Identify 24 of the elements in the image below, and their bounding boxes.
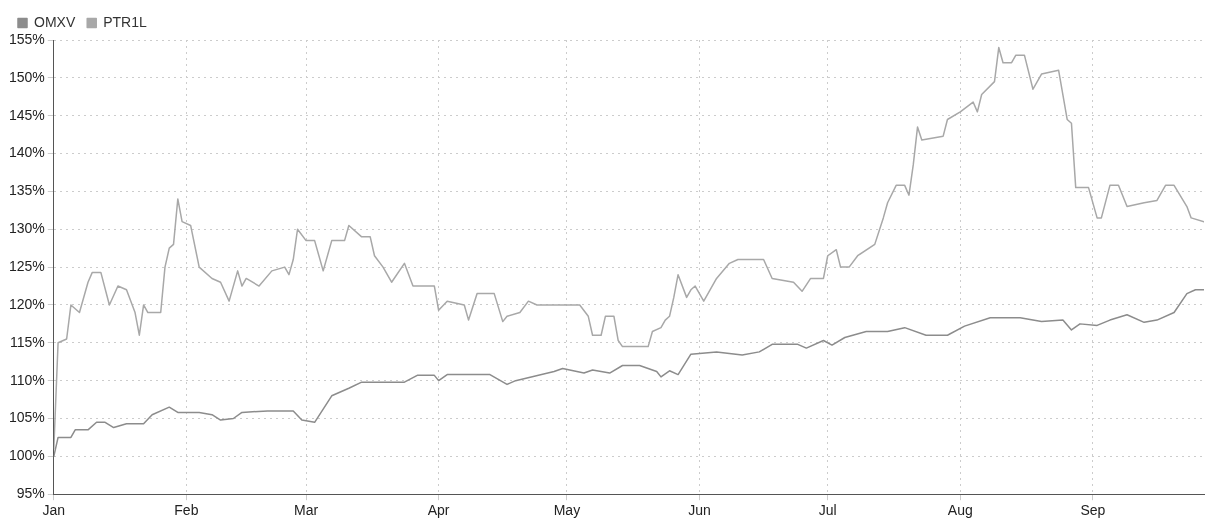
- x-tick-label: Jan: [42, 502, 66, 519]
- y-tick-label: 150%: [8, 68, 45, 85]
- x-tick-label: Feb: [174, 502, 199, 519]
- x-tick-label: Sep: [1080, 502, 1106, 519]
- x-tick-label: Jun: [688, 502, 711, 519]
- y-tick-label: 155%: [8, 30, 45, 47]
- y-tick-label: 135%: [8, 182, 45, 199]
- legend-label: OMXV: [34, 13, 76, 30]
- y-tick-label: 145%: [8, 106, 45, 123]
- y-tick-label: 100%: [8, 447, 45, 464]
- y-tick-label: 110%: [10, 371, 45, 388]
- y-tick-label: 105%: [8, 409, 45, 426]
- x-tick-label: Jul: [818, 502, 837, 519]
- legend-label: PTR1L: [103, 13, 148, 30]
- x-tick-label: May: [553, 502, 581, 519]
- y-tick-label: 95%: [16, 485, 45, 502]
- y-tick-label: 130%: [8, 220, 45, 237]
- x-tick-label: Apr: [427, 502, 450, 519]
- y-tick-label: 115%: [10, 333, 45, 350]
- x-tick-label: Mar: [294, 502, 319, 519]
- y-tick-label: 120%: [8, 295, 45, 312]
- y-tick-label: 125%: [8, 257, 45, 274]
- y-tick-label: 140%: [8, 144, 45, 161]
- x-tick-label: Aug: [947, 502, 973, 519]
